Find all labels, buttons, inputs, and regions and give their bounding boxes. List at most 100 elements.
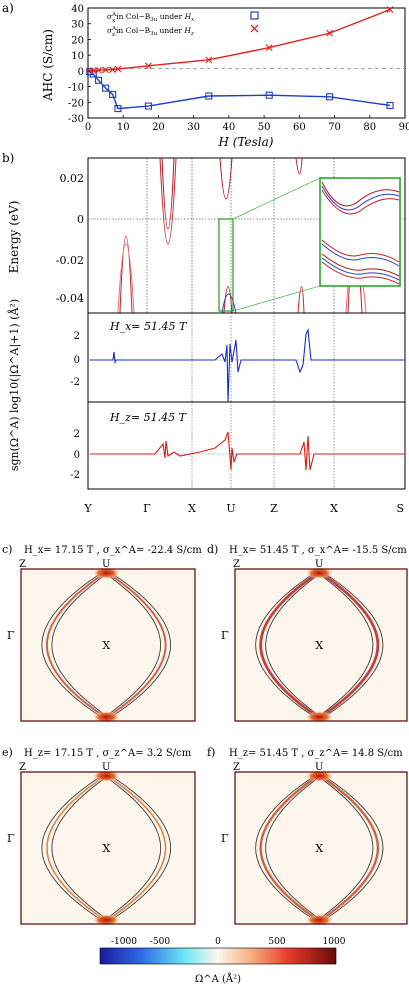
map-label-x: X — [315, 842, 323, 855]
a-point-x — [114, 65, 122, 73]
a-y-ticks: 40 30 20 10 0 -10 -20 -30 — [68, 4, 91, 125]
energy-tick: 0.02 — [60, 172, 85, 185]
map-label-z: Z — [19, 559, 26, 570]
a-x-tick-label: 10 — [117, 122, 130, 133]
colorbar-tick: 1000 — [323, 937, 346, 947]
map-label-gamma: Γ — [221, 832, 229, 845]
a-x-tick-label: 80 — [363, 122, 376, 133]
a-series-group — [86, 6, 394, 113]
curv-tick: 2 — [74, 331, 80, 342]
map-panel: f) H_z= 51.45 T , σ_z^A= 14.8 S/cm Z U Γ X — [207, 746, 408, 926]
zoom-connector — [232, 285, 321, 312]
map-title: H_x= 51.45 T , σ_x^A= -15.5 S/cm — [229, 545, 407, 556]
band-kpoint-lines — [146, 158, 335, 313]
a-legend: σA xin Col−B3u under Hx σA zin Col−B3u und… — [107, 11, 259, 38]
colorbar-tick: -500 — [150, 937, 170, 947]
legend-marker-square — [250, 11, 259, 20]
a-y-tick-label: 40 — [71, 4, 84, 15]
kpath-label: Y — [83, 502, 92, 515]
a-y-tick-label: -10 — [68, 83, 84, 94]
map-panel: d) H_x= 51.45 T , σ_x^A= -15.5 S/cm Z U Γ X — [207, 543, 408, 723]
hotspot-bottom — [305, 711, 334, 723]
curv-tick: 0 — [74, 450, 80, 461]
curv-hx-kpoint-lines — [191, 313, 335, 402]
colorbar-tick: -1000 — [111, 937, 137, 947]
map-frame — [20, 771, 196, 925]
curv-hz-kpoint-lines — [191, 402, 335, 489]
a-point-x — [265, 44, 273, 51]
hotspot-top — [92, 567, 121, 579]
a-point-x — [326, 29, 334, 37]
energy-tick: -0.04 — [56, 292, 84, 305]
kpath-label: X — [330, 502, 338, 515]
curvature-axis-label: sgn(Ω^A) log10(|Ω^A|+1) (Å²) — [7, 299, 22, 471]
a-y-tick-label: 30 — [71, 20, 84, 31]
colorbar: -1000 -500 0 500 1000 Ω^A (Å²) — [99, 937, 346, 985]
a-point-square — [114, 105, 122, 113]
map-label-gamma: Γ — [7, 832, 15, 845]
legend-item-sigma-z: σA zin Col−B3u under Hz — [107, 26, 194, 38]
kpath-label: X — [188, 502, 196, 515]
map-panel-label: d) — [207, 543, 218, 556]
curv-tick: -2 — [70, 377, 80, 388]
a-x-ticks: 0 10 20 30 40 50 60 70 80 90 — [85, 115, 409, 133]
hotspot-top — [92, 770, 121, 782]
a-y-tick-label: 20 — [71, 35, 84, 46]
a-y-tick-label: -20 — [68, 98, 84, 109]
hotspot-bottom — [92, 711, 121, 723]
legend-item-sigma-x: σA xin Col−B3u under Hx — [107, 12, 195, 24]
a-x-axis-label: H (Tesla) — [218, 135, 274, 149]
colorbar-gradient — [99, 947, 337, 965]
map-title: H_z= 17.15 T , σ_z^A= 3.2 S/cm — [24, 748, 192, 759]
hotspot-bottom — [92, 914, 121, 926]
a-y-tick-label: 0 — [78, 67, 84, 78]
map-panel-label: c) — [2, 543, 12, 556]
a-point-square — [386, 101, 394, 109]
curv-tick: 2 — [74, 429, 80, 440]
map-label-x: X — [102, 842, 110, 855]
a-x-tick-label: 90 — [399, 122, 409, 133]
energy-tick: -0.02 — [56, 254, 84, 267]
legend-marker-x — [250, 24, 259, 33]
a-series-line — [89, 71, 391, 110]
map-panel: e) H_z= 17.15 T , σ_z^A= 3.2 S/cm Z U Γ X — [2, 746, 196, 926]
map-label-z: Z — [233, 559, 240, 570]
a-x-tick-label: 70 — [328, 122, 341, 133]
panel-b-label: b) — [2, 151, 14, 165]
a-x-tick-label: 60 — [293, 122, 306, 133]
map-label-x: X — [315, 639, 323, 652]
panel-b: b) 0.02 0 -0.02 -0.04 Energy (eV) — [2, 151, 406, 515]
curv-tick: -2 — [70, 470, 80, 481]
curvature-hz-annotation: H_z= 51.45 T — [109, 411, 188, 424]
a-point-x — [102, 66, 110, 74]
a-point-square — [205, 92, 213, 100]
map-label-gamma: Γ — [221, 629, 229, 642]
kpath-label: U — [226, 502, 235, 515]
panel-a: a) 0 10 20 30 40 50 60 70 80 90 40 30 20 10 0 -10 -20 -3… — [2, 1, 409, 149]
map-panel-label: f) — [207, 746, 215, 759]
a-x-tick-label: 50 — [258, 122, 271, 133]
zoom-source-box — [218, 218, 234, 312]
a-point-square — [144, 102, 152, 110]
energy-tick: 0 — [77, 213, 84, 226]
berry-curvature-maps: c) H_x= 17.15 T , σ_x^A= -22.4 S/cm Z U Γ Xd)… — [2, 543, 408, 926]
map-title: H_x= 17.15 T , σ_x^A= -22.4 S/cm — [24, 545, 202, 556]
a-point-square — [95, 76, 103, 84]
a-x-tick-label: 40 — [223, 122, 236, 133]
hotspot-bottom — [305, 914, 334, 926]
map-frame — [234, 568, 408, 722]
colorbar-label: Ω^A (Å²) — [195, 973, 241, 985]
a-point-x — [95, 66, 102, 74]
a-point-square — [102, 84, 110, 92]
curvature-hx-line — [90, 328, 405, 403]
a-x-tick-label: 0 — [85, 122, 91, 133]
map-frame — [20, 568, 196, 722]
a-point-square — [109, 90, 117, 98]
a-x-tick-label: 20 — [152, 122, 165, 133]
kpath-label: Z — [270, 502, 278, 515]
a-y-axis-label: AHC (S/cm) — [41, 29, 55, 102]
a-y-tick-label: -30 — [68, 114, 84, 125]
a-x-tick-label: 30 — [187, 122, 200, 133]
a-point-x — [145, 62, 152, 70]
curv-tick: 0 — [74, 355, 80, 366]
